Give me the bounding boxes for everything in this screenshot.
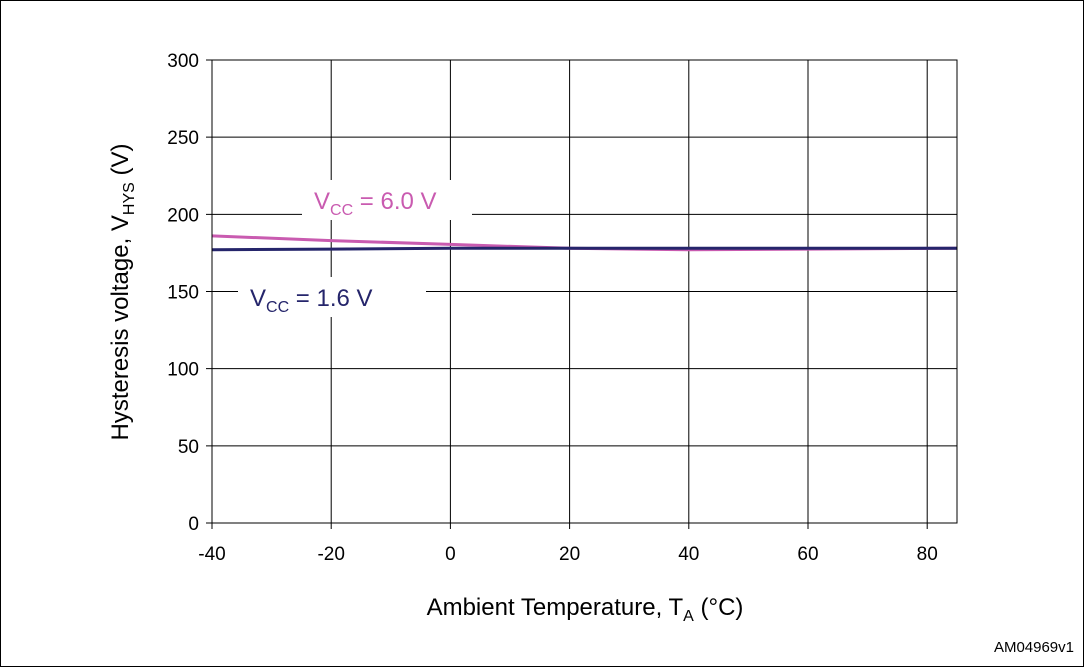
svg-text:VCC = 1.6 V: VCC = 1.6 V xyxy=(250,285,373,316)
series-line-1 xyxy=(211,246,957,252)
x-tick-label: 40 xyxy=(678,544,699,565)
series-lines xyxy=(211,234,958,252)
series-label-vcc-6v-main: V xyxy=(314,188,330,215)
y-tick-label: 50 xyxy=(178,437,199,458)
y-tick-label: 0 xyxy=(188,514,199,535)
y-axis-title-main: Hysteresis voltage, V xyxy=(107,215,134,440)
series-label-vcc-6v-rest: = 6.0 V xyxy=(353,188,436,215)
y-tick-label: 100 xyxy=(167,360,199,381)
y-axis-title: Hysteresis voltage, VHYS (V) xyxy=(107,144,138,441)
series-label-vcc-1_6v-main: V xyxy=(250,285,266,312)
y-tick-label: 200 xyxy=(167,205,199,226)
x-tick-label: 0 xyxy=(445,544,456,565)
x-axis-title: Ambient Temperature, TA (°C) xyxy=(427,594,744,625)
series-label-vcc-1_6v: VCC = 1.6 V xyxy=(238,277,426,317)
y-tick-label: 150 xyxy=(167,283,199,304)
y-tick-label: 300 xyxy=(167,51,199,72)
series-label-vcc-6v: VCC = 6.0 V xyxy=(302,180,472,220)
svg-text:VCC = 6.0 V: VCC = 6.0 V xyxy=(314,188,437,219)
series-label-vcc-6v-sub: CC xyxy=(330,202,353,219)
series-label-vcc-1_6v-rest: = 1.6 V xyxy=(289,285,372,312)
tick-labels: -40 -20 0 20 40 60 80 0 50 100 150 200 250 300 xyxy=(167,51,937,565)
x-tick-label: 60 xyxy=(797,544,818,565)
y-axis-title-sub: HYS xyxy=(121,182,138,215)
x-tick-label: -40 xyxy=(198,544,225,565)
axes xyxy=(211,59,958,524)
x-tick-label: -20 xyxy=(317,544,344,565)
x-axis-title-sub: A xyxy=(683,608,694,625)
x-axis-title-suffix: (°C) xyxy=(694,594,744,621)
series-label-vcc-1_6v-sub: CC xyxy=(266,299,289,316)
figure-id: AM04969v1 xyxy=(994,639,1074,656)
y-axis-title-suffix: (V) xyxy=(107,144,134,183)
x-axis-title-main: Ambient Temperature, T xyxy=(427,594,684,621)
x-tick-label: 80 xyxy=(917,544,938,565)
y-tick-label: 250 xyxy=(167,128,199,149)
plot-border xyxy=(211,59,958,524)
x-tick-label: 20 xyxy=(559,544,580,565)
